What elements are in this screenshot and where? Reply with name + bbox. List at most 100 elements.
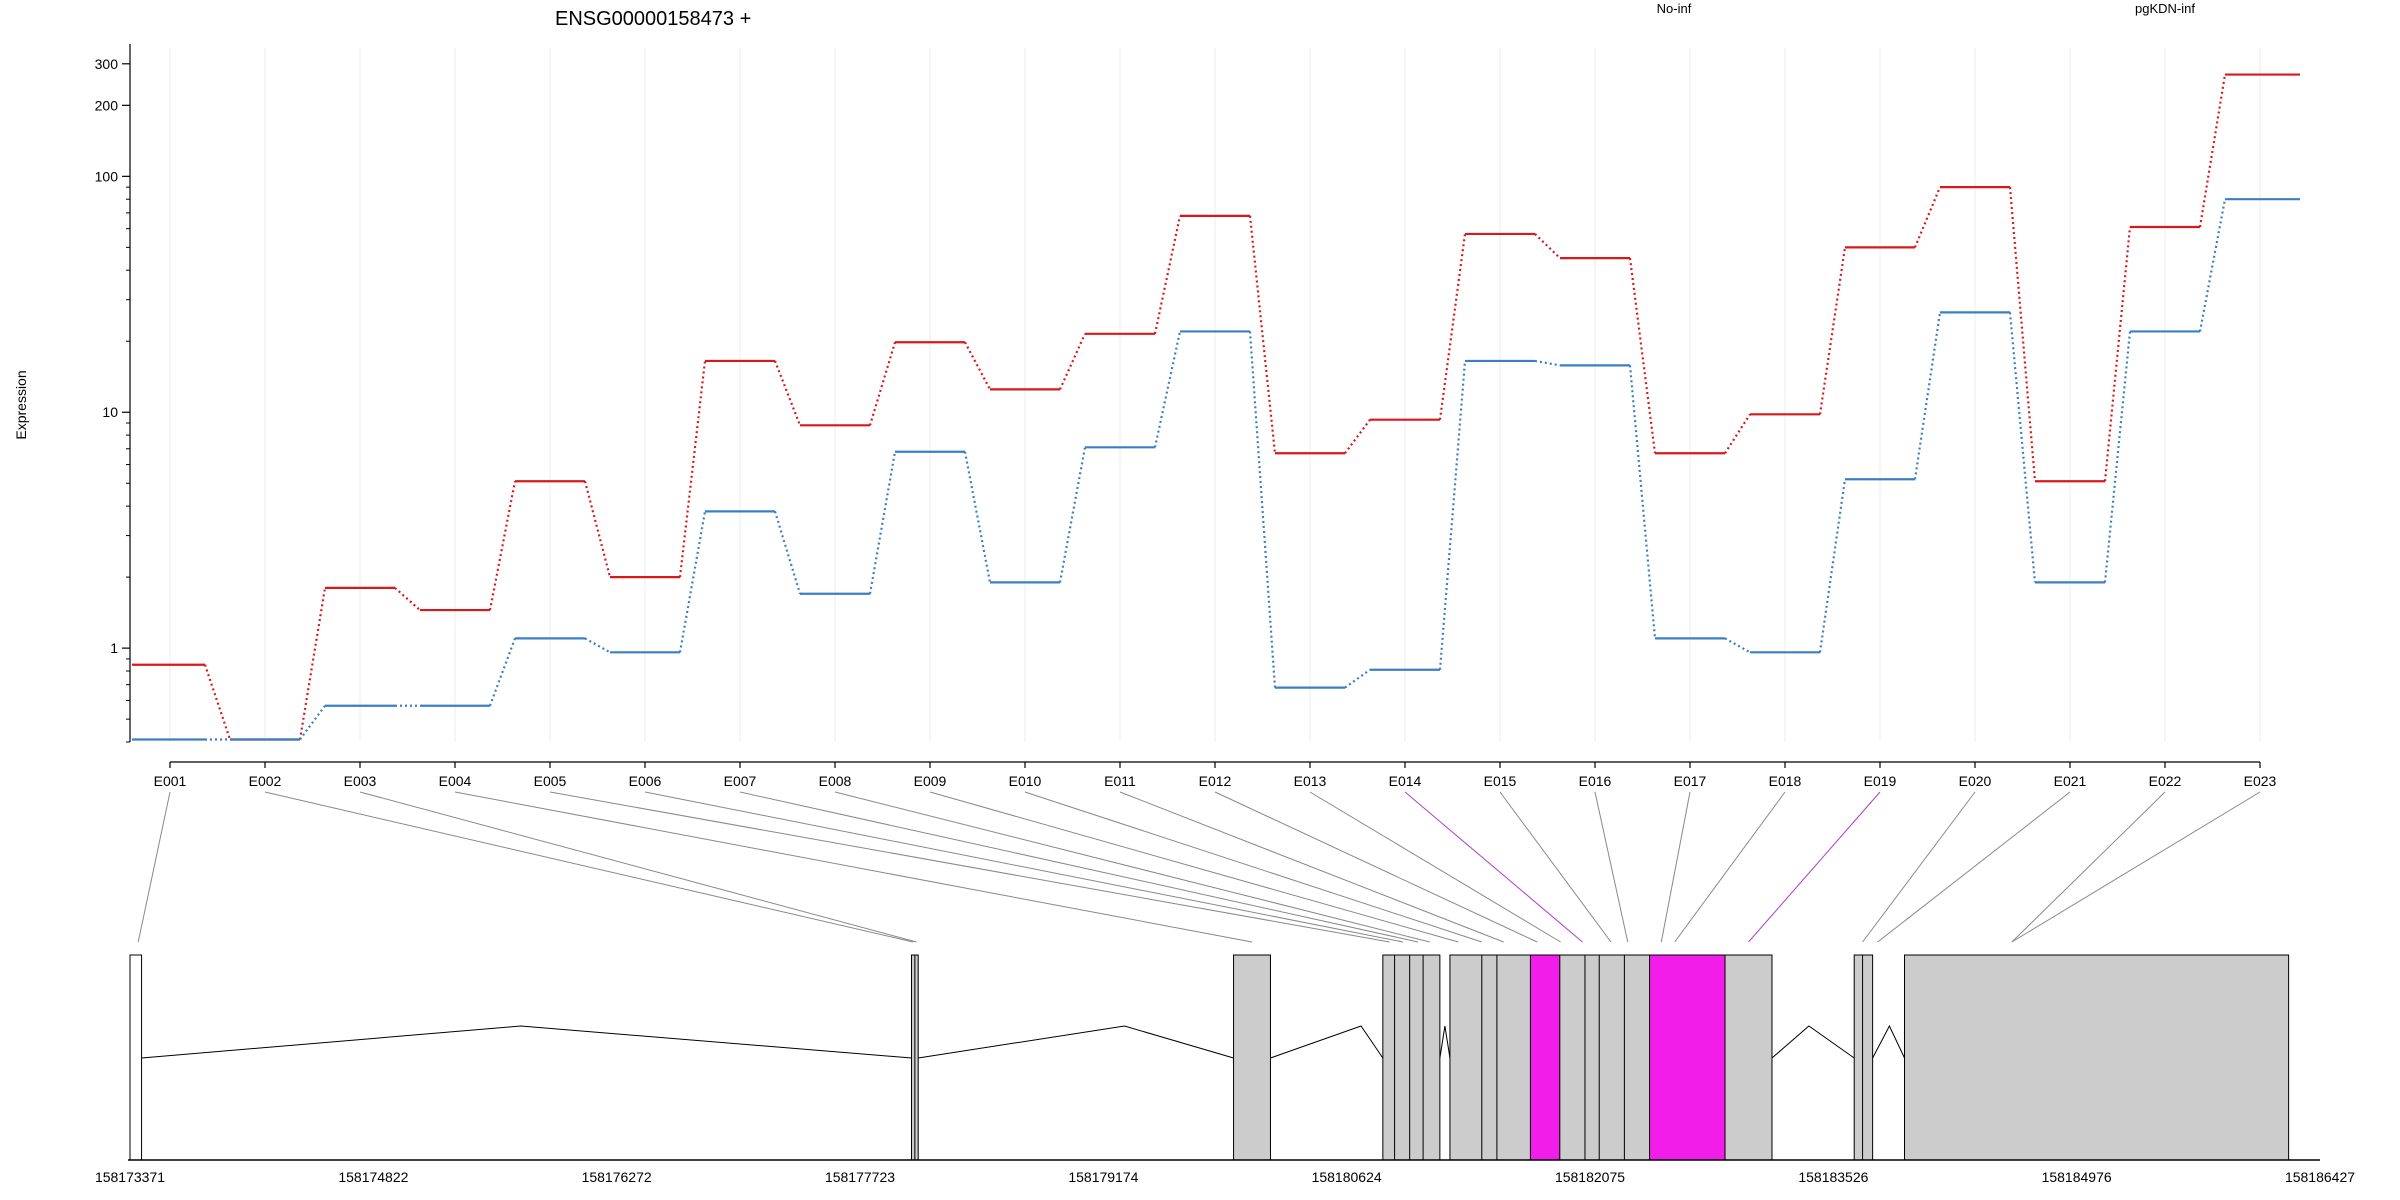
x-tick-label: E010 [1009, 773, 1042, 789]
intron [141, 1025, 912, 1059]
exon-block [1559, 954, 1651, 1161]
connector-E021 [1877, 791, 2071, 943]
x-tick-label: E013 [1294, 773, 1327, 789]
y-tick-label: 100 [95, 168, 119, 184]
x-tick-label: E006 [629, 773, 662, 789]
series-connector [1628, 365, 1657, 639]
series-connector [203, 664, 232, 740]
series-connector [773, 360, 802, 426]
x-tick-label: E004 [439, 773, 472, 789]
genome-tick-label: 158183526 [1798, 1169, 1868, 1185]
series-connector [1818, 247, 1847, 415]
genome-tick-label: 158177723 [825, 1169, 895, 1185]
intron [918, 1025, 1234, 1059]
x-tick-label: E023 [2244, 773, 2277, 789]
series-connector [2008, 187, 2037, 482]
chart-title: ENSG00000158473 + [555, 8, 751, 30]
series-connector [678, 511, 707, 653]
intron [1270, 1025, 1384, 1059]
connector-E022 [2011, 791, 2166, 943]
series-connector [1344, 419, 1371, 454]
x-tick-label: E019 [1864, 773, 1897, 789]
series-connector [1438, 233, 1467, 420]
series-connector [584, 637, 611, 654]
connector-E012 [1214, 791, 1538, 943]
genome-tick-label: 158180624 [1312, 1169, 1382, 1185]
series-connector [1153, 331, 1182, 448]
connector-E013 [1309, 791, 1561, 943]
x-tick-label: E016 [1579, 773, 1612, 789]
grid [169, 48, 2261, 742]
genome-tick-label: 158182075 [1555, 1169, 1625, 1185]
series-connector [868, 451, 897, 594]
series-connector [1153, 215, 1182, 335]
x-tick-label: E014 [1389, 773, 1422, 789]
x-tick-label: E011 [1104, 773, 1136, 789]
exon-block [1449, 954, 1531, 1161]
series-connector [1248, 215, 1277, 454]
series-connector [1628, 258, 1657, 454]
exon-block [1233, 954, 1271, 1161]
series-connector [488, 637, 517, 707]
y-tick-label: 300 [95, 56, 119, 72]
connector-E004 [454, 791, 1253, 943]
series-connector [1913, 312, 1942, 480]
connector-E016 [1594, 791, 1629, 943]
y-axis-label: Expression [13, 370, 29, 439]
series-connector [1534, 233, 1561, 259]
series-connector [1248, 331, 1277, 688]
series-connector [1438, 360, 1467, 670]
connector-E014 [1404, 791, 1583, 943]
series-connector [1344, 668, 1371, 689]
y-tick-label: 1 [110, 640, 118, 656]
connector-E002 [264, 791, 914, 943]
x-tick-label: E001 [154, 773, 187, 789]
connector-E015 [1499, 791, 1612, 943]
series-connector [488, 481, 517, 611]
series-connector [1724, 413, 1751, 454]
exon-block [1382, 954, 1441, 1161]
exon-block [1529, 954, 1561, 1161]
series-connector [2198, 198, 2227, 332]
x-tick-label: E008 [819, 773, 852, 789]
x-tick-label: E021 [2054, 773, 2087, 789]
connector-E001 [137, 791, 171, 943]
connector-E017 [1660, 791, 1691, 943]
genome-tick-label: 158176272 [582, 1169, 652, 1185]
genome-tick-label: 158179174 [1068, 1169, 1138, 1185]
series-connector [773, 511, 802, 595]
series [132, 73, 2300, 741]
connector-E003 [359, 791, 917, 943]
x-tick-label: E015 [1484, 773, 1517, 789]
gene-model: 158173371 158174822 158176272 158177723 1581… [95, 954, 2355, 1185]
exon-block [1649, 954, 1726, 1161]
series-connector [868, 341, 897, 426]
genome-tick-label: 158174822 [338, 1169, 408, 1185]
connector-E009 [929, 791, 1459, 943]
exon-block [1724, 954, 1773, 1161]
x-tick-label: E005 [534, 773, 567, 789]
series-1 [132, 198, 2300, 741]
series-connector [964, 341, 991, 390]
legend-pgkdn-inf: pgKDN-inf [2135, 1, 2195, 16]
series-connector [2103, 226, 2132, 482]
genome-tick-label: 158173371 [95, 1169, 165, 1185]
series-connector [1058, 333, 1087, 390]
connector-E007 [739, 791, 1419, 943]
y-tick-label: 200 [95, 97, 119, 113]
series-connector [2103, 331, 2132, 583]
x-tick-label: E018 [1769, 773, 1802, 789]
connector-E011 [1119, 791, 1504, 943]
series-connector [963, 451, 992, 583]
x-tick-label: E003 [344, 773, 377, 789]
series-connector [1913, 186, 1942, 248]
genome-tick-label: 158184976 [2042, 1169, 2112, 1185]
x-tick-label: E012 [1199, 773, 1232, 789]
series-connector [394, 587, 421, 611]
x-tick-label: E002 [249, 773, 282, 789]
exon-block [129, 954, 143, 1161]
exon-block [1853, 954, 1874, 1161]
connector-E006 [644, 791, 1404, 943]
